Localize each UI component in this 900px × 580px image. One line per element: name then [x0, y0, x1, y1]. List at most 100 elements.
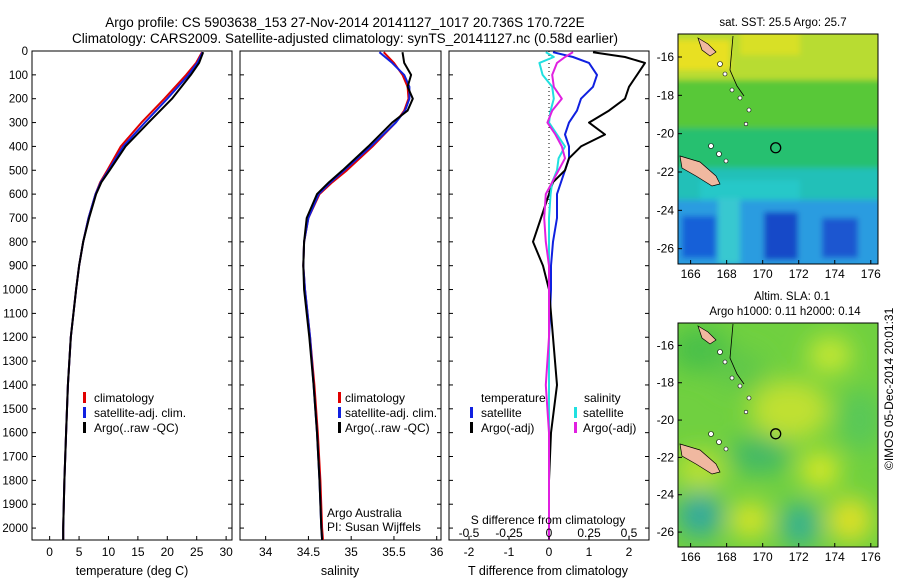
- map-y-tick-label: -16: [657, 50, 675, 64]
- map-x-tick-label: 170: [753, 267, 773, 281]
- map-x-tick-label: 174: [825, 267, 845, 281]
- sla-map-title: Altim. SLA: 0.1: [754, 291, 830, 303]
- legend-swatch-s-satellite: [574, 407, 577, 418]
- vanuatu-island: [697, 37, 717, 57]
- series-line-t-argo-adj-: [532, 51, 646, 540]
- temperature-legend: climatology satellite-adj. clim. Argo(..…: [83, 391, 186, 435]
- salinity-plot: 34 34.5 35 35.5 36: [240, 50, 444, 559]
- y-tick-label: 400: [9, 141, 28, 153]
- y-tick-label: 100: [9, 70, 28, 82]
- x-tick-label: -1: [504, 545, 515, 559]
- y-tick-label: 300: [9, 118, 28, 130]
- top-x-tick-label: 0.5: [621, 526, 638, 540]
- legend-label-argo: Argo(..raw -QC): [94, 421, 179, 435]
- sst-map-frame: [677, 33, 879, 265]
- x-tick-label: 5: [76, 545, 83, 559]
- x-tick-label: 36: [430, 545, 444, 559]
- x-tick-label: 34.5: [297, 545, 321, 559]
- salinity-legend: climatology satellite-adj. clim. Argo(..…: [338, 391, 437, 435]
- new-caledonia-island: [679, 443, 721, 475]
- series-line-argo-raw-qc-: [62, 51, 205, 540]
- sla-map-frame: [677, 322, 879, 548]
- map-x-tick-label: 174: [825, 550, 845, 564]
- legend-swatch-satellite: [83, 407, 86, 418]
- legend-swatch-argo: [83, 422, 86, 433]
- y-tick-label: 1600: [2, 428, 28, 440]
- top-x-tick-label: -0.25: [495, 526, 523, 540]
- x-tick-label: 30: [219, 545, 233, 559]
- legend-group-salinity: salinity: [584, 391, 621, 405]
- sla-map: [678, 323, 878, 547]
- argo-float-marker-sst: [770, 142, 782, 154]
- legend-label-argo: Argo(..raw -QC): [345, 421, 430, 435]
- top-x-tick-label: -0.5: [459, 526, 480, 540]
- argo-float-marker-sla: [770, 428, 782, 440]
- temperature-panel-frame: [31, 50, 233, 541]
- legend-label-satellite: satellite-adj. clim.: [94, 406, 186, 420]
- legend-swatch-satellite: [338, 407, 341, 418]
- map-x-tick-label: 168: [717, 267, 737, 281]
- sla-map-axes: 166 168 170 172 174 176 -16 -18 -20 -22 -24 -26: [657, 338, 881, 564]
- y-tick-label: 800: [9, 237, 28, 249]
- salinity-panel-frame: [239, 50, 442, 541]
- series-line-satellite-adj-clim-: [62, 51, 204, 540]
- sst-map-title: sat. SST: 25.5 Argo: 25.7: [719, 17, 846, 29]
- series-line-argo-raw-qc-: [302, 52, 414, 541]
- legend-swatch-s-argo: [574, 422, 577, 433]
- series-line-climatology: [62, 51, 203, 540]
- temperature-x-label: temperature (deg C): [76, 564, 189, 578]
- y-tick-label: 200: [9, 94, 28, 106]
- y-tick-label: 0: [22, 46, 28, 58]
- x-tick-label: 35: [345, 545, 359, 559]
- figure-title-line1: Argo profile: CS 5903638_153 27-Nov-2014…: [105, 15, 584, 30]
- legend-label-s-argo: Argo(-adj): [583, 421, 636, 435]
- legend-swatch-t-satellite: [470, 407, 473, 418]
- map-y-tick-label: -24: [657, 203, 675, 217]
- credit-pi: PI: Susan Wijffels: [327, 520, 421, 534]
- imos-timestamp: ©IMOS 05-Dec-2014 20:01:31: [882, 307, 896, 470]
- difference-legend: temperature salinity satellite Argo(-adj…: [470, 391, 636, 435]
- sla-map-subtitle: Argo h1000: 0.11 h2000: 0.14: [709, 306, 861, 318]
- legend-label-t-satellite: satellite: [481, 406, 522, 420]
- y-tick-label: 1100: [3, 308, 28, 320]
- y-tick-label: 1200: [2, 332, 28, 344]
- map-y-tick-label: -20: [657, 127, 675, 141]
- y-tick-label: 500: [9, 165, 28, 177]
- x-tick-label: 0: [546, 545, 553, 559]
- map-y-tick-label: -26: [657, 242, 675, 256]
- y-tick-label: 2000: [2, 523, 28, 535]
- map-x-tick-label: 166: [681, 267, 701, 281]
- legend-swatch-climatology: [338, 392, 341, 403]
- legend-group-temperature: temperature: [481, 391, 546, 405]
- map-x-tick-label: 166: [681, 550, 701, 564]
- difference-plot: -2 -1 0 1 2 -0.5 -0.25 0 0.25 0.5: [449, 50, 649, 559]
- map-y-tick-label: -18: [657, 376, 675, 390]
- y-tick-label: 1000: [2, 285, 28, 297]
- y-tick-label: 900: [9, 261, 28, 273]
- series-line-s-satellite: [538, 51, 566, 540]
- map-y-tick-label: -20: [657, 413, 675, 427]
- top-x-tick-label: 0.25: [577, 526, 601, 540]
- y-tick-label: 1300: [2, 356, 28, 368]
- x-tick-label: 0: [46, 545, 53, 559]
- map-y-tick-label: -22: [657, 450, 675, 464]
- x-tick-label: 34: [259, 545, 273, 559]
- x-tick-label: -2: [464, 545, 475, 559]
- map-x-tick-label: 170: [753, 550, 773, 564]
- sst-map-axes: 166 168 170 172 174 176 -16 -18 -20 -22 -24 -26: [657, 50, 881, 281]
- series-line-s-argo-adj-: [543, 51, 574, 540]
- x-tick-label: 15: [131, 545, 145, 559]
- t-difference-x-label: T difference from climatology: [468, 564, 629, 578]
- x-tick-label: 1: [586, 545, 593, 559]
- figure-title-line2: Climatology: CARS2009. Satellite-adjuste…: [72, 31, 618, 46]
- y-tick-label: 1800: [2, 475, 28, 487]
- map-y-tick-label: -18: [657, 88, 675, 102]
- y-tick-label: 1400: [2, 380, 28, 392]
- y-tick-label: 1500: [2, 404, 28, 416]
- map-x-tick-label: 168: [717, 550, 737, 564]
- x-tick-label: 25: [190, 545, 204, 559]
- map-y-tick-label: -16: [657, 338, 675, 352]
- map-y-tick-label: -22: [657, 165, 675, 179]
- legend-swatch-climatology: [83, 392, 86, 403]
